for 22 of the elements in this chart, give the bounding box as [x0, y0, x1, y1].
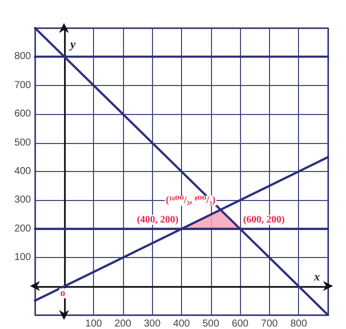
x-axis-title: x [313, 269, 320, 284]
y-tick-label: 400 [14, 166, 32, 177]
x-tick-label: 100 [85, 318, 102, 329]
y-tick-label: 300 [14, 194, 32, 206]
annotation: (600, 200) [243, 214, 285, 226]
x-tick-label: 500 [202, 318, 220, 329]
y-tick-label: 500 [14, 137, 32, 148]
y-tick-label: 100 [14, 252, 32, 264]
x-tick-label: 600 [232, 318, 249, 329]
annotation: (¹⁶⁰⁰/₃, ⁸⁰⁰/₃) [166, 195, 216, 206]
x-tick-label: 400 [173, 318, 190, 329]
y-axis-title: y [68, 37, 76, 51]
y-tick-label: 700 [14, 80, 32, 91]
x-tick-label: 800 [290, 318, 308, 329]
y-tick-label: 800 [14, 51, 32, 62]
x-tick-label: 700 [261, 318, 278, 329]
annotation: o [60, 288, 66, 299]
x-tick-label: 200 [114, 318, 132, 329]
y-tick-label: 200 [14, 223, 32, 234]
y-tick-label: 600 [14, 108, 32, 120]
annotation: (400, 200) [136, 214, 178, 226]
x-tick-label: 300 [144, 318, 161, 329]
